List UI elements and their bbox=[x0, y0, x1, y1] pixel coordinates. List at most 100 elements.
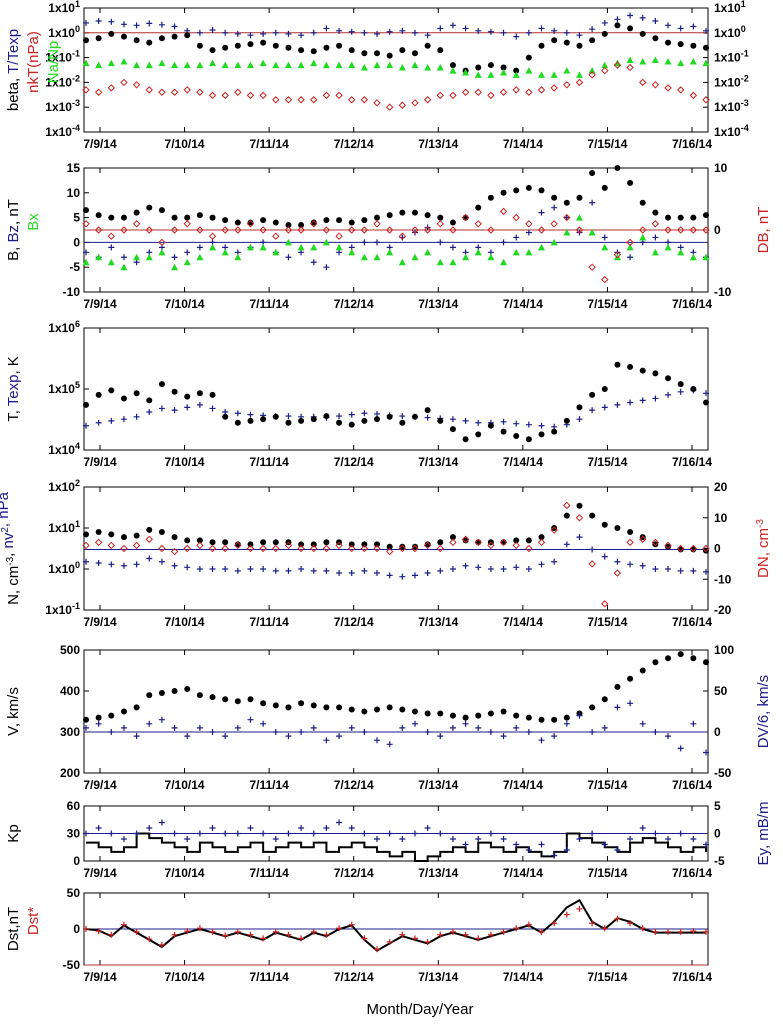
x-axis-label: Month/Day/Year bbox=[366, 1001, 473, 1018]
data-point-dot bbox=[677, 214, 684, 221]
data-point-triangle bbox=[171, 263, 179, 271]
x-tick-label: 7/13/14 bbox=[418, 137, 458, 151]
data-point-triangle bbox=[386, 61, 394, 69]
data-point-dot bbox=[247, 417, 254, 424]
left-axis-label: T, Texp, K bbox=[5, 356, 22, 422]
data-point-diamond bbox=[398, 232, 407, 240]
data-point-cross bbox=[196, 566, 203, 572]
data-point-dot bbox=[551, 716, 558, 723]
data-point-cross bbox=[298, 32, 305, 39]
data-point-diamond bbox=[94, 88, 103, 96]
data-point-dot bbox=[449, 426, 456, 433]
data-point-cross bbox=[374, 836, 381, 842]
data-point-dot bbox=[146, 397, 153, 404]
data-point-cross bbox=[627, 836, 634, 842]
data-point-dot bbox=[336, 704, 343, 711]
data-point-dot bbox=[652, 35, 659, 42]
data-point-diamond bbox=[221, 544, 229, 553]
left-axis-label: V, km/s bbox=[5, 687, 22, 736]
x-tick-label: 7/12/14 bbox=[334, 455, 374, 469]
data-point-triangle bbox=[360, 253, 368, 261]
data-point-dot bbox=[703, 547, 709, 554]
data-point-dot bbox=[298, 700, 305, 707]
data-point-triangle bbox=[462, 69, 470, 76]
data-point-cross bbox=[665, 733, 672, 740]
data-point-cross bbox=[285, 413, 292, 420]
x-tick-label: 7/16/14 bbox=[672, 615, 712, 629]
panel-6: 7/9/14 7/10/14 7/11/14 7/12/14 7/13/14 7/14/1… bbox=[5, 799, 772, 880]
data-point-cross bbox=[551, 204, 558, 211]
x-tick-label: 7/11/14 bbox=[249, 137, 289, 151]
y-tick-label: 1x100 bbox=[48, 560, 80, 576]
data-point-dot bbox=[234, 219, 241, 226]
data-point-diamond bbox=[107, 232, 116, 240]
data-point-diamond bbox=[132, 220, 141, 228]
data-point-diamond bbox=[411, 544, 419, 553]
data-point-cross bbox=[171, 562, 178, 569]
data-point-cross bbox=[551, 558, 558, 565]
data-point-diamond bbox=[196, 88, 204, 96]
data-point-dot bbox=[272, 219, 279, 226]
data-point-dot bbox=[399, 47, 406, 54]
data-point-cross bbox=[209, 405, 216, 412]
data-point-dot bbox=[614, 22, 621, 29]
data-point-dot bbox=[83, 37, 89, 44]
data-point-diamond bbox=[563, 81, 571, 89]
data-point-cross bbox=[374, 239, 381, 246]
right-axis-label: DB, nT bbox=[755, 207, 772, 254]
data-point-cross bbox=[500, 566, 507, 572]
data-point-dot bbox=[184, 393, 191, 400]
data-point-triangle bbox=[145, 61, 153, 69]
data-point-diamond bbox=[499, 207, 508, 216]
data-point-cross bbox=[260, 830, 267, 837]
data-point-dot bbox=[627, 179, 634, 186]
data-point-cross bbox=[272, 928, 279, 935]
data-point-dot bbox=[551, 37, 558, 44]
data-point-diamond bbox=[499, 538, 508, 547]
data-point-diamond bbox=[626, 538, 634, 547]
data-point-cross bbox=[652, 17, 659, 24]
y-tick-label: 1x10-1 bbox=[45, 601, 80, 617]
data-point-dot bbox=[95, 35, 102, 42]
right-y-tick-label: 10 bbox=[714, 511, 728, 525]
data-point-dot bbox=[361, 708, 368, 715]
data-point-cross bbox=[247, 32, 254, 39]
data-point-cross bbox=[95, 17, 102, 24]
data-point-triangle bbox=[82, 258, 90, 266]
data-point-cross bbox=[310, 259, 317, 266]
data-point-cross bbox=[184, 404, 191, 411]
data-point-dot bbox=[310, 702, 317, 709]
data-point-dot bbox=[386, 543, 393, 550]
data-point-dot bbox=[234, 541, 241, 548]
x-tick-label: 7/16/14 bbox=[672, 455, 712, 469]
y-tick-label: 1x10-4 bbox=[45, 123, 80, 139]
data-point-dot bbox=[209, 47, 216, 54]
data-point-diamond bbox=[385, 226, 394, 234]
data-point-cross bbox=[538, 25, 545, 32]
data-point-triangle bbox=[107, 59, 115, 67]
data-point-dot bbox=[386, 212, 393, 219]
data-point-cross bbox=[525, 29, 532, 36]
data-point-dot bbox=[513, 187, 520, 194]
data-point-cross bbox=[551, 27, 558, 34]
x-tick-label: 7/14/14 bbox=[503, 137, 543, 151]
data-point-triangle bbox=[335, 243, 343, 251]
data-point-dot bbox=[260, 39, 267, 46]
x-tick-label: 7/11/14 bbox=[249, 778, 289, 792]
data-point-cross bbox=[500, 239, 507, 246]
data-point-cross bbox=[336, 569, 343, 576]
data-point-triangle bbox=[639, 57, 647, 65]
data-point-cross bbox=[386, 938, 393, 945]
data-point-cross bbox=[449, 416, 456, 423]
data-point-dot bbox=[108, 30, 115, 37]
data-point-triangle bbox=[575, 71, 583, 78]
data-point-triangle bbox=[689, 57, 697, 65]
x-tick-label: 7/14/14 bbox=[503, 615, 543, 629]
data-point-triangle bbox=[284, 61, 292, 69]
data-point-cross bbox=[146, 825, 153, 831]
data-point-triangle bbox=[601, 61, 609, 69]
data-point-dot bbox=[323, 44, 330, 51]
data-point-cross bbox=[690, 567, 697, 574]
data-point-cross bbox=[386, 830, 393, 837]
data-point-cross bbox=[209, 825, 216, 831]
